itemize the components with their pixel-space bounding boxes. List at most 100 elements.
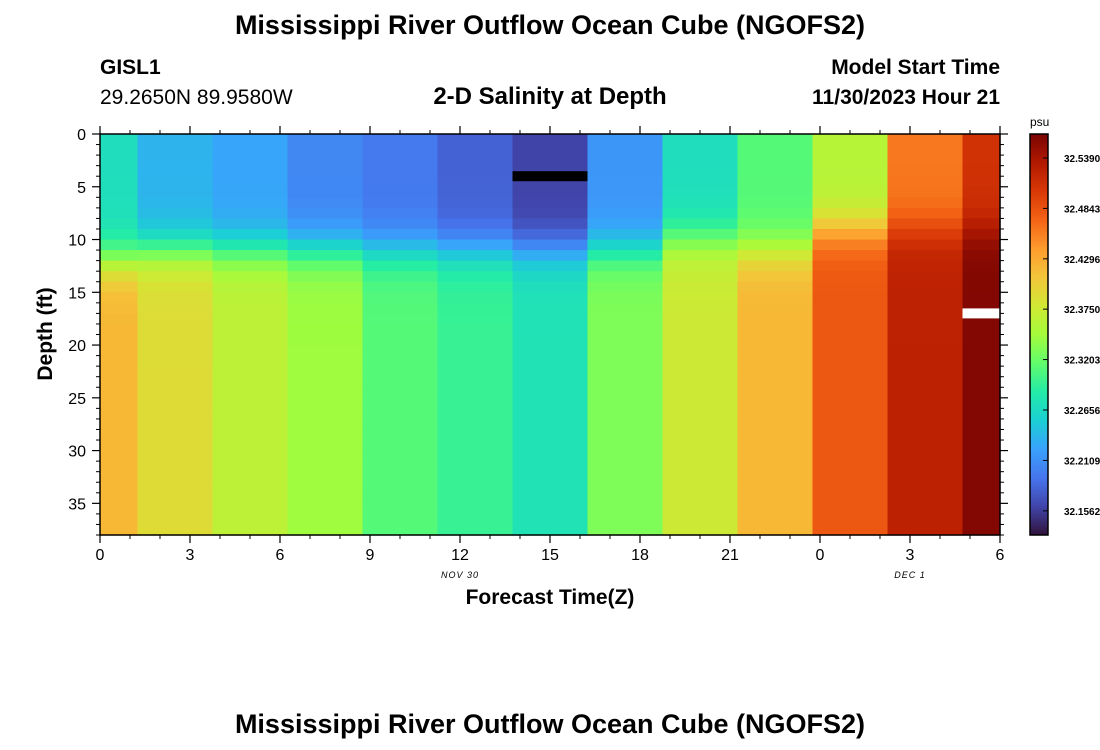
heatmap-cell — [437, 260, 514, 272]
x-tick-label: 18 — [631, 547, 649, 564]
heatmap-cell — [212, 408, 289, 420]
heatmap-cell — [812, 471, 889, 483]
x-tick-label: 0 — [96, 547, 105, 564]
heatmap-cell — [100, 482, 139, 494]
heatmap-cell — [812, 387, 889, 399]
heatmap-cell — [212, 334, 289, 346]
date-labels: NOV 30 DEC 1 — [441, 570, 925, 580]
colorbar-tick-label: 32.3750 — [1064, 305, 1100, 316]
heatmap-cell — [362, 144, 439, 156]
heatmap-cell — [962, 376, 1001, 388]
heatmap-cell — [287, 134, 364, 146]
heatmap-cell — [287, 239, 364, 251]
heatmap-cell — [812, 376, 889, 388]
heatmap-cell — [362, 482, 439, 494]
heatmap-cell — [962, 323, 1001, 336]
heatmap-cell — [212, 313, 289, 325]
heatmap-cell — [962, 429, 1001, 441]
heatmap-cell — [100, 513, 139, 526]
heatmap-cell — [737, 271, 814, 283]
heatmap-cell — [887, 450, 964, 462]
heatmap-cell — [587, 408, 664, 420]
heatmap-cell — [662, 197, 739, 209]
heatmap-cell — [287, 260, 364, 272]
y-tick-label: 5 — [77, 180, 86, 197]
heatmap-cell — [512, 313, 589, 325]
heatmap-cell — [962, 355, 1001, 367]
heatmap-cell — [812, 313, 889, 325]
heatmap-cell — [737, 408, 814, 420]
heatmap-cell — [362, 207, 439, 220]
heatmap-cell — [812, 450, 889, 462]
y-tick-label: 20 — [68, 338, 86, 355]
heatmap-cell — [137, 513, 214, 526]
heatmap-cell — [662, 397, 739, 409]
heatmap-cell — [512, 366, 589, 378]
x-tick-label: 21 — [721, 547, 739, 564]
heatmap-cell — [212, 387, 289, 399]
heatmap-cell — [212, 218, 289, 230]
heatmap-cell — [100, 387, 139, 399]
heatmap-cell — [437, 450, 514, 462]
heatmap-cell — [512, 471, 589, 483]
heatmap-cell — [587, 524, 664, 536]
heatmap-cell — [362, 387, 439, 399]
heatmap-cell — [962, 281, 1001, 293]
heatmap-cell — [437, 186, 514, 198]
heatmap-cell — [362, 429, 439, 441]
heatmap-cell — [437, 503, 514, 515]
heatmap-cell — [812, 355, 889, 367]
heatmap-cell — [212, 429, 289, 441]
heatmap-cell — [362, 440, 439, 452]
heatmap-cell — [887, 197, 964, 209]
heatmap-cell — [587, 165, 664, 177]
heatmap-cell — [737, 197, 814, 209]
heatmap-cell — [887, 155, 964, 167]
heatmap-cell — [662, 207, 739, 220]
heatmap-cell — [737, 144, 814, 156]
heatmap-cell — [437, 492, 514, 504]
y-tick-label: 0 — [77, 127, 86, 144]
heatmap-cell — [587, 228, 664, 241]
heatmap-cell — [212, 345, 289, 357]
heatmap-cell — [100, 218, 139, 230]
heatmap-cell — [287, 503, 364, 515]
heatmap-cell — [962, 271, 1001, 283]
heatmap-cell — [287, 513, 364, 526]
heatmap-cell — [812, 186, 889, 198]
colorbar-ticks: 32.5390 32.4843 32.4296 32.3750 32.3203 32.26… — [1043, 154, 1100, 518]
heatmap-markers — [512, 171, 1000, 319]
heatmap-cell — [212, 524, 289, 536]
x-tick-label: 9 — [366, 547, 375, 564]
heatmap-cell — [287, 366, 364, 378]
heatmap-cell — [137, 197, 214, 209]
heatmap-cell — [962, 260, 1001, 272]
heatmap-cell — [887, 239, 964, 251]
heatmap-cell — [662, 408, 739, 420]
heatmap-cell — [212, 397, 289, 409]
heatmap-cell — [362, 513, 439, 526]
heatmap-cell — [587, 176, 664, 188]
heatmap-cell — [137, 134, 214, 146]
heatmap-cell — [362, 366, 439, 378]
heatmap-cell — [587, 313, 664, 325]
heatmap-cell — [662, 492, 739, 504]
footer-title: Mississippi River Outflow Ocean Cube (NG… — [234, 709, 866, 739]
heatmap-cell — [137, 186, 214, 198]
heatmap-cell — [737, 165, 814, 177]
heatmap-cell — [812, 397, 889, 409]
heatmap-cell — [662, 355, 739, 367]
heatmap-cell — [362, 271, 439, 283]
heatmap-cell — [100, 197, 139, 209]
heatmap-cell — [362, 471, 439, 483]
heatmap-cell — [812, 302, 889, 314]
heatmap-cell — [887, 260, 964, 272]
heatmap-cell — [137, 207, 214, 220]
heatmap-cell — [587, 450, 664, 462]
heatmap-cell — [287, 165, 364, 177]
heatmap-cell — [662, 503, 739, 515]
heatmap-cell — [512, 207, 589, 220]
heatmap-cell — [737, 461, 814, 473]
heatmap-cell — [362, 197, 439, 209]
heatmap-cell — [887, 302, 964, 314]
